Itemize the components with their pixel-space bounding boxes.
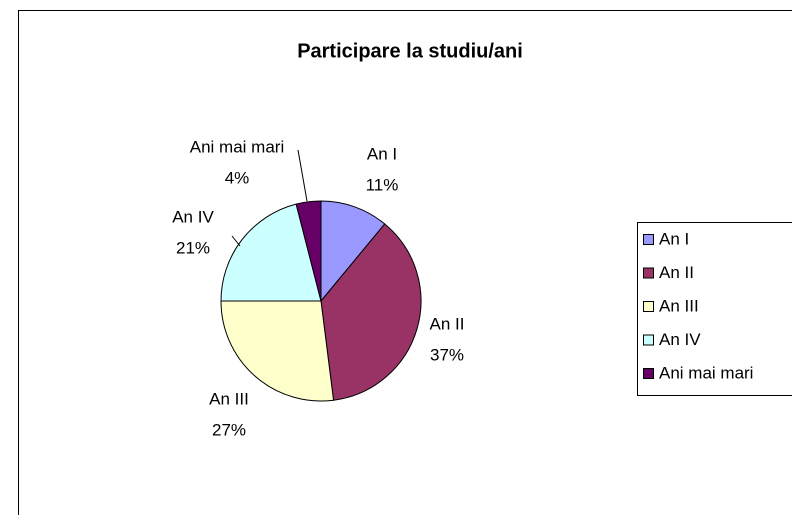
slice-value-label: 11% bbox=[366, 175, 399, 194]
slice-value-label: 27% bbox=[212, 420, 246, 439]
chart-title: Participare la studiu/ani bbox=[297, 40, 523, 62]
legend-label: An IV bbox=[659, 330, 701, 349]
legend-swatch bbox=[644, 268, 654, 278]
legend-swatch bbox=[644, 369, 654, 379]
legend-swatch bbox=[644, 335, 654, 345]
slice-value-label: 4% bbox=[225, 168, 250, 187]
legend-label: An II bbox=[659, 263, 694, 282]
slice-label: Ani mai mari bbox=[190, 137, 284, 156]
slice-label: An II bbox=[430, 314, 465, 333]
legend-label: Ani mai mari bbox=[659, 363, 753, 382]
legend-swatch bbox=[644, 235, 654, 245]
legend-label: An III bbox=[659, 296, 699, 315]
legend-swatch bbox=[644, 302, 654, 312]
legend-label: An I bbox=[659, 229, 689, 248]
slice-value-label: 37% bbox=[430, 345, 464, 364]
slice-label: An I bbox=[367, 144, 397, 163]
slice-label: An III bbox=[209, 389, 249, 408]
slice-label: An IV bbox=[172, 207, 214, 226]
slice-value-label: 21% bbox=[176, 238, 210, 257]
